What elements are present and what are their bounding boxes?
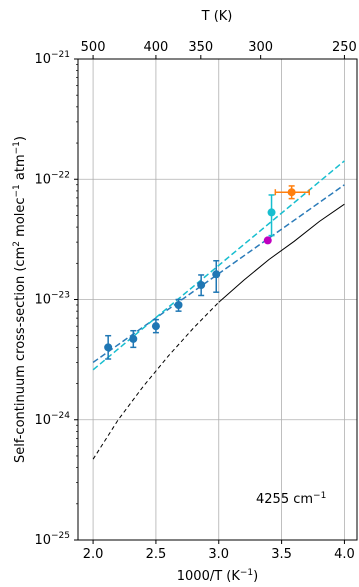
x-tick-label: 3.5 <box>271 547 292 562</box>
x-tick-label: 2.5 <box>146 547 167 562</box>
grid-lines <box>78 58 357 541</box>
y-tick-label: 10−23 <box>34 291 70 308</box>
top-tick-label: 350 <box>188 40 213 55</box>
blue-point <box>104 343 113 352</box>
y-axis-label: Self-continuum cross-section (cm2 molec−… <box>12 136 28 463</box>
blue-point <box>212 270 221 279</box>
top-tick-label: 300 <box>248 40 273 55</box>
y-tick-label: 10−25 <box>34 531 70 548</box>
top-tick-label: 500 <box>81 40 106 55</box>
blue-point <box>174 301 183 310</box>
x-tick-label: 2.0 <box>83 547 104 562</box>
blue-point <box>129 334 138 343</box>
top-tick-label: 250 <box>332 40 357 55</box>
model-curves <box>92 203 345 460</box>
fit-line-cyan <box>92 160 345 371</box>
top-tick-label: 400 <box>144 40 169 55</box>
cyan-point <box>267 208 276 217</box>
x-tick-label: 3.0 <box>208 547 229 562</box>
x-axis-label: 1000/T (K−1) <box>177 568 259 584</box>
tick-labels: 2.0 2.5 3.0 3.5 4.0 10−25 10−24 10−23 10−22 10−21… <box>34 40 356 562</box>
magenta-point <box>263 236 272 245</box>
data-points <box>104 185 310 360</box>
orange-point <box>287 188 296 197</box>
blue-point <box>197 281 206 290</box>
y-tick-label: 10−22 <box>34 170 70 187</box>
tick-marks <box>74 55 345 544</box>
top-axis-label: T (K) <box>201 9 233 24</box>
blue-point <box>151 322 160 331</box>
y-tick-label: 10−21 <box>34 50 70 67</box>
model-curve-solid <box>218 203 345 303</box>
wavenumber-annotation: 4255 cm−1 <box>256 491 326 507</box>
model-curve-dashed <box>92 301 220 460</box>
x-tick-label: 4.0 <box>334 547 355 562</box>
y-tick-label: 10−24 <box>34 411 70 428</box>
